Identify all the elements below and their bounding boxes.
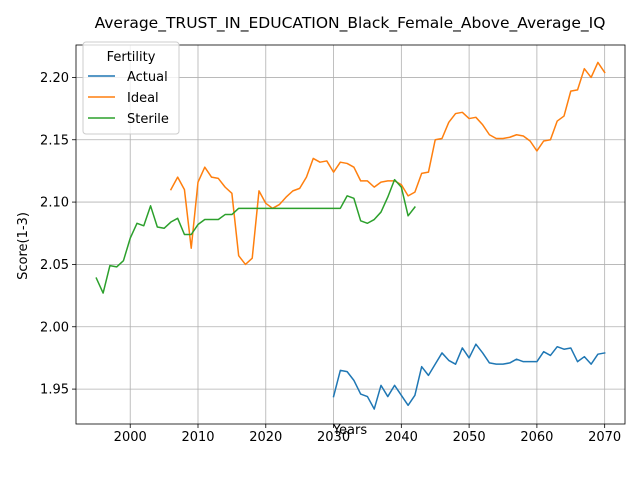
y-tick-label: 2.00: [40, 320, 69, 335]
grid-lines: [76, 45, 625, 424]
plot-frame: [75, 44, 626, 425]
x-tick-label: 2000: [114, 430, 147, 445]
y-tick-label: 2.10: [40, 196, 69, 211]
x-tick-label: 2010: [181, 430, 214, 445]
legend-label-sterile: Sterile: [127, 112, 169, 127]
x-tick-label: 2040: [385, 430, 418, 445]
x-tick-label: 2050: [453, 430, 486, 445]
legend: Fertility Actual Ideal Sterile: [82, 41, 180, 135]
series-line-sterile: [95, 178, 416, 294]
series-line-actual: [332, 343, 606, 410]
y-tick-label: 2.20: [40, 71, 69, 86]
legend-label-actual: Actual: [127, 70, 168, 85]
legend-title: Fertility: [107, 50, 156, 65]
legend-box: [82, 41, 180, 135]
x-tick-label: 2030: [317, 430, 350, 445]
y-tick-label: 2.15: [40, 133, 69, 148]
x-tick-label: 2070: [588, 430, 621, 445]
axis-ticks: 2000 2010 2020 2030 2040 2050 2060 2070 1.95 2.00…: [40, 71, 621, 445]
x-tick-label: 2060: [520, 430, 553, 445]
x-axis-label: Years: [332, 423, 368, 438]
chart-title: Average_TRUST_IN_EDUCATION_Black_Female_…: [95, 14, 606, 33]
y-tick-label: 1.95: [40, 383, 69, 398]
y-tick-label: 2.05: [40, 258, 69, 273]
legend-label-ideal: Ideal: [127, 91, 159, 106]
y-axis-label: Score(1-3): [16, 212, 31, 280]
series-lines: [95, 61, 606, 410]
series-line-ideal: [169, 61, 606, 266]
x-tick-label: 2020: [249, 430, 282, 445]
